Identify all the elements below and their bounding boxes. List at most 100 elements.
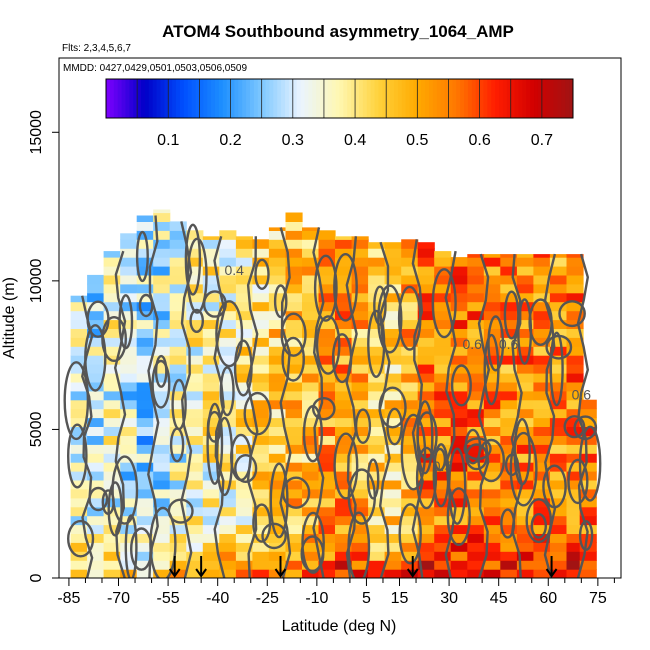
colorbar-swatch bbox=[425, 79, 430, 118]
heatmap-cell bbox=[268, 390, 286, 401]
heatmap-cell bbox=[103, 364, 121, 374]
heatmap-cell bbox=[252, 497, 270, 508]
heatmap-cell bbox=[103, 381, 121, 392]
heatmap-cell bbox=[549, 453, 567, 463]
heatmap-cell bbox=[268, 355, 286, 365]
heatmap-cell bbox=[384, 471, 402, 481]
heatmap-cell bbox=[87, 497, 105, 508]
heatmap-cell bbox=[368, 328, 386, 338]
heatmap-cell bbox=[136, 426, 154, 436]
colorbar-swatch bbox=[242, 79, 247, 118]
heatmap-cell bbox=[579, 497, 597, 508]
heatmap-cell bbox=[186, 310, 204, 321]
heatmap-cell bbox=[202, 542, 220, 552]
contour-line bbox=[578, 425, 602, 502]
heatmap-cell bbox=[579, 533, 597, 543]
heatmap-cell bbox=[417, 488, 435, 499]
heatmap-cell bbox=[153, 319, 171, 329]
heatmap-cell bbox=[103, 257, 121, 267]
heatmap-cell bbox=[202, 506, 220, 517]
heatmap-cell bbox=[136, 373, 154, 383]
heatmap-cell bbox=[153, 230, 171, 240]
heatmap-cell bbox=[335, 479, 353, 490]
heatmap-cell bbox=[202, 328, 220, 338]
heatmap-cell bbox=[302, 408, 320, 419]
heatmap-cell bbox=[285, 569, 303, 578]
heatmap-cell bbox=[120, 373, 138, 383]
heatmap-cell bbox=[549, 390, 567, 401]
heatmap-cell bbox=[318, 346, 336, 356]
heatmap-cell bbox=[516, 301, 534, 312]
colorbar-swatch bbox=[429, 79, 434, 118]
heatmap-cell bbox=[70, 337, 88, 347]
heatmap-cell bbox=[401, 542, 419, 552]
heatmap-cell bbox=[533, 426, 551, 436]
heatmap-cell bbox=[153, 328, 171, 338]
heatmap-cell bbox=[368, 399, 386, 410]
heatmap-cell bbox=[483, 381, 501, 392]
heatmap-cell bbox=[302, 524, 320, 534]
heatmap-cell bbox=[120, 248, 138, 258]
heatmap-cell bbox=[500, 462, 518, 472]
heatmap-cell bbox=[202, 479, 220, 490]
colorbar-swatch bbox=[378, 79, 383, 118]
x-tick-label: -55 bbox=[157, 590, 180, 607]
heatmap-cell bbox=[335, 506, 353, 517]
contour-line bbox=[189, 308, 204, 333]
contour-line bbox=[549, 331, 564, 407]
heatmap-cell bbox=[401, 328, 419, 338]
heatmap-cell bbox=[434, 408, 452, 419]
heatmap-cell bbox=[219, 274, 237, 285]
contour-line bbox=[398, 503, 422, 565]
heatmap-cell bbox=[516, 373, 534, 383]
heatmap-cell bbox=[219, 381, 237, 392]
colorbar-swatch bbox=[129, 79, 134, 118]
flight-marker-head bbox=[168, 568, 181, 578]
heatmap-cell bbox=[70, 560, 88, 570]
dates-subtitle: MMDD: 0427,0429,0501,0503,0506,0509 bbox=[63, 63, 247, 74]
heatmap-cell bbox=[483, 506, 501, 517]
heatmap-cell bbox=[450, 390, 468, 401]
heatmap-cell bbox=[351, 346, 369, 356]
heatmap-cell bbox=[219, 248, 237, 258]
heatmap-cell bbox=[533, 506, 551, 517]
heatmap-cell bbox=[103, 283, 121, 294]
heatmap-cell bbox=[235, 462, 253, 472]
colorbar-swatch bbox=[553, 79, 558, 118]
heatmap-cell bbox=[384, 355, 402, 365]
heatmap-cell bbox=[335, 373, 353, 383]
heatmap-cell bbox=[384, 408, 402, 419]
contour-line bbox=[186, 237, 208, 314]
heatmap-cell bbox=[434, 479, 452, 490]
heatmap-cell bbox=[500, 560, 518, 570]
heatmap-cell bbox=[136, 257, 154, 267]
heatmap-cell bbox=[169, 426, 187, 436]
colorbar-swatch bbox=[199, 79, 204, 118]
contour-label-layer: 0.4 0.6 0.6 0.5 0.6 bbox=[224, 262, 591, 474]
heatmap-cell bbox=[500, 292, 518, 303]
heatmap-cell bbox=[566, 319, 584, 329]
heatmap-cell bbox=[500, 355, 518, 365]
heatmap-cell bbox=[70, 479, 88, 490]
contour-line bbox=[81, 295, 94, 578]
heatmap-cell bbox=[368, 408, 386, 419]
heatmap-cell bbox=[186, 524, 204, 534]
heatmap-cell bbox=[268, 462, 286, 472]
heatmap-cell bbox=[87, 515, 105, 526]
heatmap-cell bbox=[318, 337, 336, 347]
heatmap-cell bbox=[368, 426, 386, 436]
heatmap-cell bbox=[566, 506, 584, 517]
heatmap-cell bbox=[434, 560, 452, 570]
heatmap-cell bbox=[335, 239, 353, 249]
heatmap-cell bbox=[516, 390, 534, 401]
heatmap-cell bbox=[351, 310, 369, 321]
heatmap-cell bbox=[285, 266, 303, 276]
heatmap-cell bbox=[285, 542, 303, 552]
heatmap-cell bbox=[335, 569, 353, 578]
heatmap-cell bbox=[318, 515, 336, 526]
colorbar-swatch bbox=[117, 79, 123, 118]
colorbar-swatch bbox=[561, 79, 566, 118]
colorbar-swatch bbox=[362, 79, 368, 118]
heatmap-cell bbox=[368, 444, 386, 454]
heatmap-cell bbox=[87, 569, 105, 578]
